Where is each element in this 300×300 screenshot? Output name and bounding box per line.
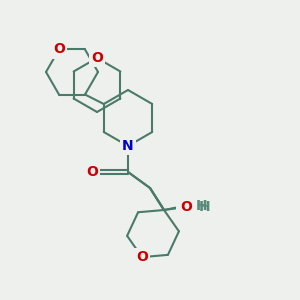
Text: O: O xyxy=(91,51,103,65)
Text: O: O xyxy=(178,199,190,213)
Text: O: O xyxy=(136,250,148,264)
Text: N: N xyxy=(122,139,134,153)
Text: O: O xyxy=(53,43,65,56)
Text: O: O xyxy=(180,200,192,214)
Text: H: H xyxy=(199,200,211,214)
Text: H: H xyxy=(196,199,208,213)
Text: O: O xyxy=(86,165,98,179)
